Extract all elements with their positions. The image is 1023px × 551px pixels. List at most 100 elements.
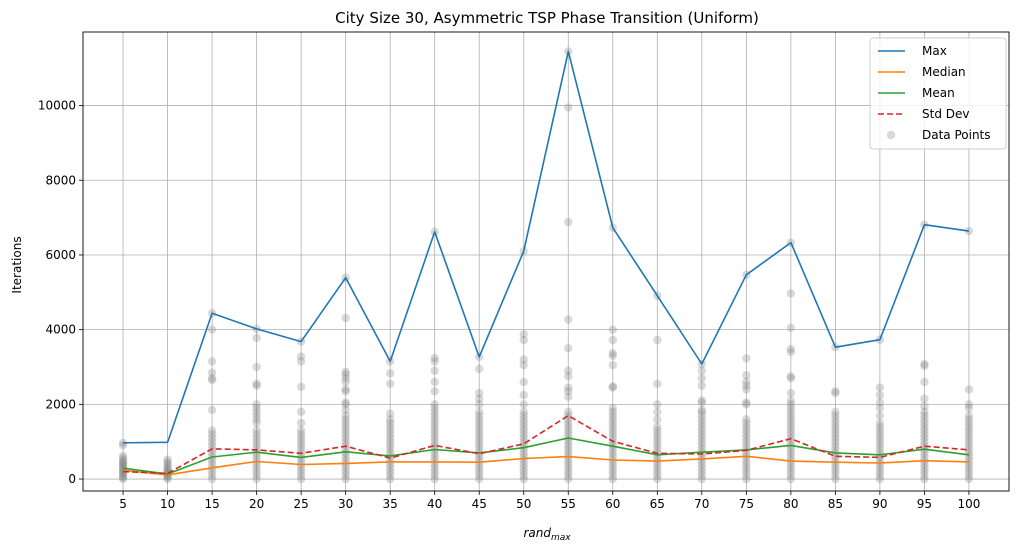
data-point [296, 407, 306, 417]
data-point [964, 226, 974, 236]
data-point [964, 411, 974, 420]
data-point [341, 426, 350, 435]
data-point [519, 433, 528, 443]
data-point [831, 441, 840, 450]
data-point [564, 387, 573, 396]
data-point [207, 459, 217, 469]
data-point [831, 471, 840, 480]
data-point [296, 437, 306, 446]
data-point [831, 422, 840, 431]
data-point [786, 407, 796, 417]
data-point [964, 403, 974, 413]
data-point [385, 474, 395, 484]
data-point [697, 422, 707, 431]
data-point [786, 444, 796, 454]
y-axis-title: Iterations [10, 236, 24, 293]
data-point [385, 471, 395, 480]
data-point [875, 463, 885, 473]
data-point [385, 437, 395, 446]
data-point [742, 400, 751, 409]
data-point [430, 400, 439, 409]
data-point [653, 430, 662, 439]
data-point [252, 441, 261, 450]
data-point [964, 385, 974, 394]
data-point [964, 444, 974, 454]
data-point [920, 426, 929, 435]
data-point [430, 437, 439, 446]
data-point [920, 452, 929, 461]
data-point [341, 467, 350, 476]
data-point [564, 217, 573, 227]
data-point [831, 452, 840, 461]
data-point [920, 377, 929, 387]
data-point [608, 452, 617, 461]
data-point [430, 377, 439, 387]
data-point [608, 471, 617, 480]
data-point [786, 426, 796, 435]
data-point [786, 323, 796, 332]
data-point [786, 400, 796, 409]
data-point [207, 426, 217, 435]
data-point [964, 474, 974, 484]
data-point [430, 415, 439, 424]
data-point [564, 430, 573, 439]
data-point [252, 471, 261, 480]
data-point [608, 474, 617, 484]
series-line-median [123, 455, 969, 476]
data-point [296, 382, 306, 392]
data-point [964, 467, 974, 476]
data-point [385, 467, 395, 476]
data-point [564, 407, 573, 417]
data-point [519, 411, 528, 420]
data-point [385, 444, 395, 454]
data-point [430, 463, 439, 473]
data-point [697, 398, 707, 407]
legend-swatch-data-points [886, 130, 896, 140]
data-point [519, 415, 528, 424]
data-point [608, 430, 617, 439]
data-point [831, 388, 840, 398]
data-point [564, 448, 573, 458]
data-point [875, 422, 885, 431]
data-point [608, 348, 617, 358]
data-point [564, 437, 573, 446]
data-point [519, 474, 528, 484]
data-point [831, 437, 840, 446]
data-point [519, 390, 528, 400]
data-point [697, 411, 707, 420]
data-point [341, 370, 350, 379]
data-point [296, 357, 306, 366]
data-point [564, 418, 573, 428]
x-tick-label: 40 [427, 497, 442, 511]
data-point [118, 474, 128, 484]
data-point [163, 462, 172, 471]
data-point [875, 437, 885, 446]
data-point [875, 418, 885, 428]
data-point [831, 444, 840, 454]
data-point [341, 474, 350, 484]
data-point [519, 407, 528, 417]
data-point [875, 471, 885, 480]
data-point [519, 360, 528, 370]
data-point [252, 474, 261, 484]
data-point [875, 398, 885, 407]
data-point [920, 467, 929, 476]
data-point [742, 456, 751, 465]
data-point [786, 372, 796, 381]
data-point [385, 415, 395, 424]
data-point [475, 441, 484, 450]
data-point [742, 398, 751, 407]
data-point [341, 471, 350, 480]
data-point [207, 375, 217, 385]
data-point [920, 430, 929, 439]
data-point [786, 467, 796, 476]
data-point [385, 422, 395, 431]
x-tick-label: 35 [383, 497, 398, 511]
data-point [430, 403, 439, 413]
data-point [475, 433, 484, 443]
data-point [920, 394, 929, 403]
data-point [653, 463, 662, 473]
data-point [564, 392, 573, 402]
data-point [252, 400, 261, 409]
data-point [697, 441, 707, 450]
